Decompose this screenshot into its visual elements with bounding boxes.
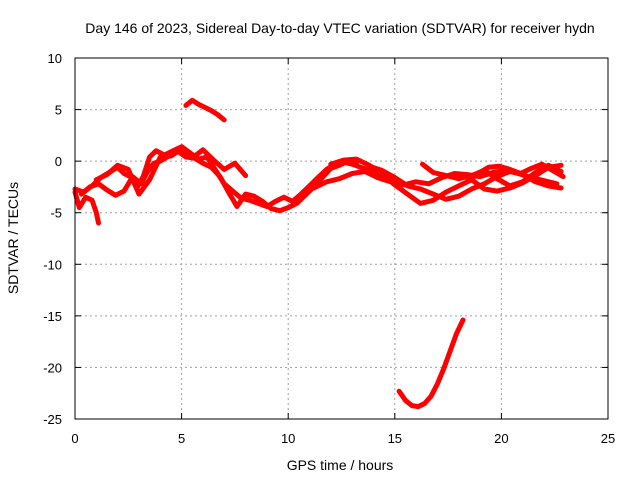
- series-line-arc-4: [93, 146, 249, 197]
- y-tick-label: 0: [55, 154, 62, 169]
- y-tick-label: -25: [43, 412, 62, 427]
- x-tick-label: 0: [71, 431, 78, 446]
- plot-frame: [74, 57, 609, 420]
- series-line-arc-11: [396, 317, 466, 410]
- series-layer: [72, 97, 566, 410]
- x-tick-label: 15: [388, 431, 402, 446]
- series-line-arc-5: [183, 97, 227, 123]
- chart-title: Day 146 of 2023, Sidereal Day-to-day VTE…: [85, 20, 594, 36]
- y-tick-label: 10: [48, 51, 62, 66]
- y-tick-label: -15: [43, 309, 62, 324]
- x-tick-label: 5: [178, 431, 185, 446]
- series-line-arc-10: [464, 161, 566, 185]
- y-tick-label: 5: [55, 103, 62, 118]
- series-line-arc-9: [420, 161, 564, 189]
- y-tick-label: -20: [43, 360, 62, 375]
- grid-layer: [75, 58, 608, 419]
- x-tick-label: 20: [494, 431, 508, 446]
- series-line-arc-1: [72, 189, 101, 226]
- x-axis-label: GPS time / hours: [287, 457, 394, 473]
- y-tick-label: -10: [43, 257, 62, 272]
- tick-layer: 0 5 10 15 20 25 -25 -20 -15 -10 -5 0 5 10: [43, 51, 615, 446]
- y-tick-label: -5: [50, 206, 62, 221]
- series-line-arc-3: [78, 148, 359, 214]
- x-tick-label: 25: [601, 431, 615, 446]
- x-tick-label: 10: [281, 431, 295, 446]
- y-axis-label: SDTVAR / TECUs: [5, 182, 21, 294]
